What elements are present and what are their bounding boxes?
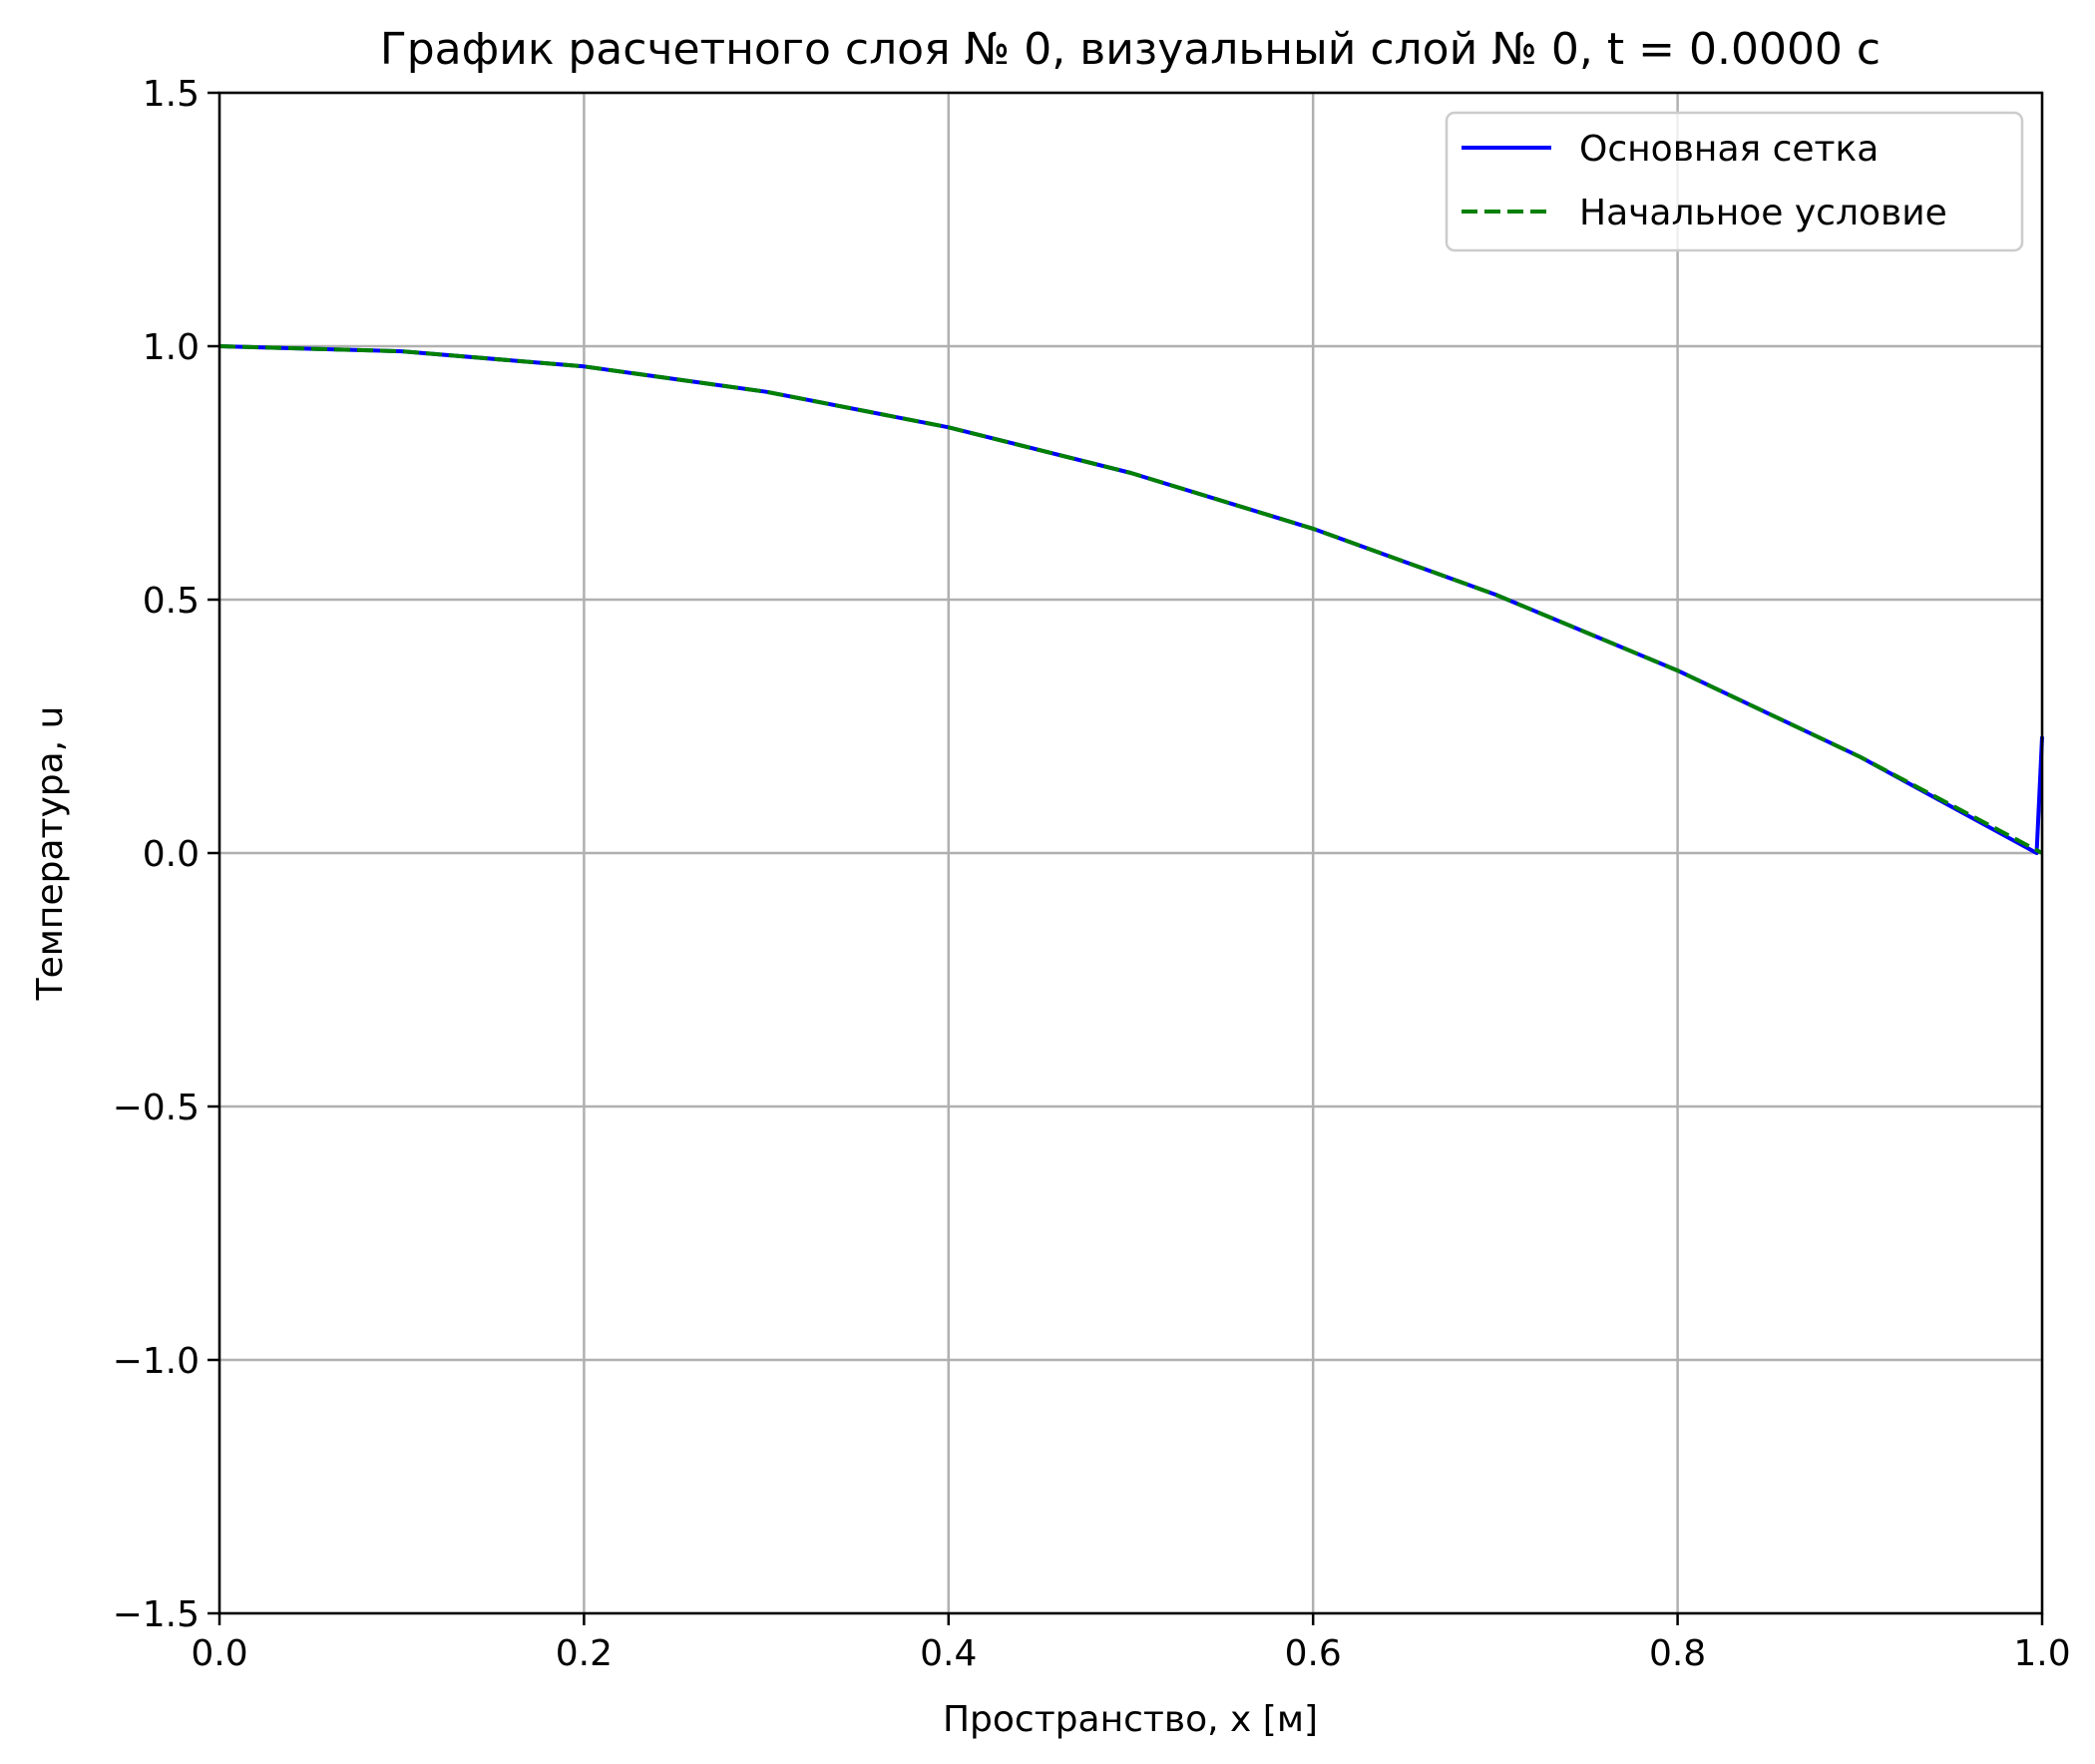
y-tick-label: 1.0 <box>143 327 200 368</box>
x-axis-label: Пространство, x [м] <box>943 1699 1318 1740</box>
x-tick-label: 0.8 <box>1649 1633 1706 1674</box>
legend-label-initial-condition: Начальное условие <box>1579 193 1947 233</box>
x-tick-label: 0.2 <box>556 1633 613 1674</box>
x-tick-label: 0.0 <box>191 1633 247 1674</box>
legend: Основная сетка Начальное условие <box>1445 111 2024 252</box>
y-tick-label: −1.5 <box>113 1594 200 1635</box>
x-tick-label: 0.4 <box>920 1633 977 1674</box>
y-tick-label: 0.5 <box>143 581 200 622</box>
y-tick-label: 0.0 <box>143 834 200 875</box>
legend-label-main-grid: Основная сетка <box>1579 129 1879 170</box>
y-tick-label: 1.5 <box>143 74 200 115</box>
y-axis-label: Температура, u <box>30 706 71 1002</box>
legend-box <box>1445 111 2024 252</box>
y-tick-label: −0.5 <box>113 1088 200 1128</box>
ticks: 0.0 0.2 0.4 0.6 0.8 1.0 −1.5 −1.0 −0.5 0.0 0.5 1.0 1… <box>113 74 2071 1674</box>
x-tick-label: 1.0 <box>2013 1633 2070 1674</box>
series-line-initial-condition <box>218 344 2043 855</box>
series-layer <box>218 344 2044 855</box>
x-tick-label: 0.6 <box>1285 1633 1342 1674</box>
chart-title: График расчетного слоя № 0, визуальный с… <box>380 24 1881 75</box>
y-tick-label: −1.0 <box>113 1341 200 1382</box>
